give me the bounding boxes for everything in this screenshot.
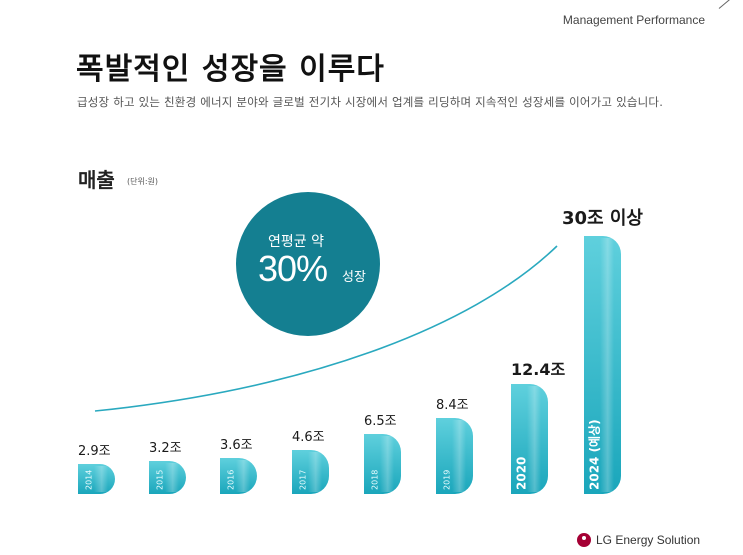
value-label: 6.5조 <box>364 414 397 429</box>
logo-text: LG Energy Solution <box>596 533 701 547</box>
bar-highlight <box>380 436 394 492</box>
company-logo: LG Energy Solution <box>577 533 700 547</box>
value-label: 4.6조 <box>292 430 325 445</box>
growth-badge-line1: 연평균 약 <box>268 234 324 250</box>
lg-logo-icon <box>577 533 591 547</box>
growth-badge-percent: 30% <box>258 248 328 289</box>
growth-badge: 연평균 약 30% 성장 <box>236 192 380 336</box>
sales-label: 매출 <box>78 168 115 192</box>
bar-highlight <box>600 238 614 492</box>
year-label: 2018 <box>371 470 380 490</box>
year-label: 2015 <box>156 470 165 490</box>
bar-highlight <box>452 420 466 492</box>
value-label: 8.4조 <box>436 398 469 413</box>
bars-group: 2.9조 2014 3.2조 2015 3.6조 2016 4.6조 2017 6.5조 2018… <box>78 208 643 494</box>
growth-trend-curve <box>94 245 558 412</box>
unit-label: (단위:원) <box>127 177 159 186</box>
year-label: 2014 <box>85 470 94 490</box>
bar-highlight <box>94 466 108 492</box>
value-label: 2.9조 <box>78 444 111 459</box>
growth-badge-word: 성장 <box>342 270 366 285</box>
bar-highlight <box>165 463 179 492</box>
bar-highlight <box>236 460 250 492</box>
year-label: 2020 <box>515 457 529 490</box>
page-title: 폭발적인 성장을 이루다 <box>76 52 385 87</box>
bar-highlight <box>527 386 541 492</box>
bar-highlight <box>308 452 322 492</box>
value-label: 30조 이상 <box>562 208 643 229</box>
value-label: 3.6조 <box>220 438 253 453</box>
value-label: 3.2조 <box>149 441 182 456</box>
page-subtitle: 급성장 하고 있는 친환경 에너지 분야와 글로벌 전기차 시장에서 업계를 리… <box>77 95 664 109</box>
value-label: 12.4조 <box>511 360 565 379</box>
year-label: 2016 <box>227 470 236 490</box>
year-label: 2019 <box>443 470 452 490</box>
year-label: 2024 (예상) <box>587 419 602 490</box>
year-label: 2017 <box>299 470 308 490</box>
section-label: Management Performance <box>562 13 705 27</box>
